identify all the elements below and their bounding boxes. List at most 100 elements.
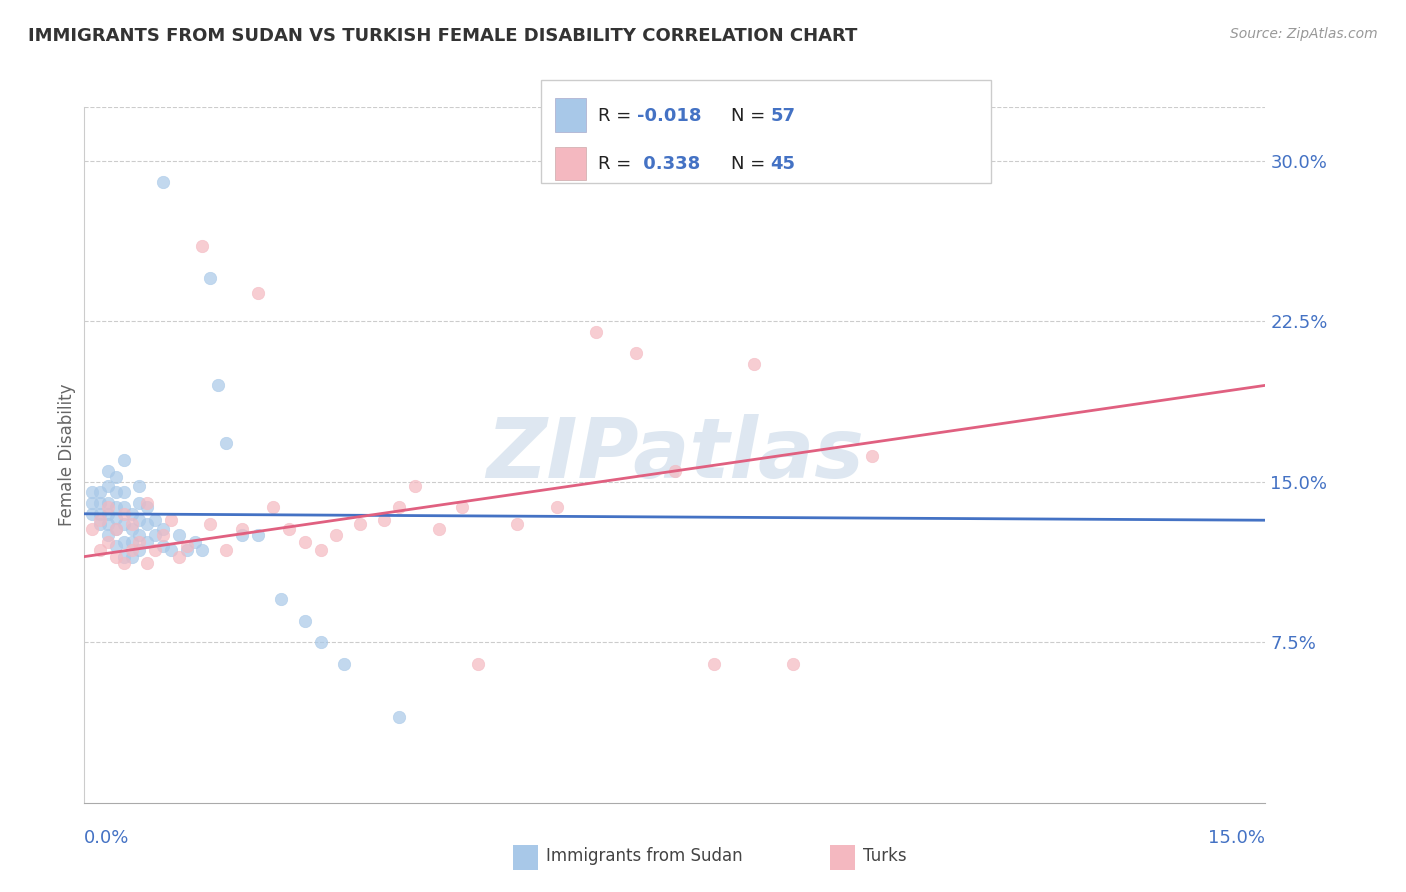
Point [104, 485, 127, 500]
Point [388, 710, 411, 724]
Point [82, 507, 104, 521]
Point [427, 522, 450, 536]
Point [89, 543, 111, 558]
Point [191, 543, 214, 558]
Point [860, 449, 883, 463]
Point [112, 517, 135, 532]
Point [112, 507, 135, 521]
Point [89, 513, 111, 527]
Point [112, 453, 135, 467]
Text: 0.0%: 0.0% [84, 830, 129, 847]
Point [97, 500, 120, 515]
Y-axis label: Female Disability: Female Disability [58, 384, 76, 526]
Text: Turks: Turks [863, 847, 907, 865]
Point [121, 507, 143, 521]
Point [112, 500, 135, 515]
Text: 57: 57 [770, 107, 796, 125]
Point [176, 543, 198, 558]
Point [89, 517, 111, 532]
Point [160, 513, 183, 527]
Point [152, 175, 174, 189]
Point [152, 528, 174, 542]
Point [121, 549, 143, 564]
Point [467, 657, 489, 671]
Point [388, 500, 411, 515]
Point [349, 517, 371, 532]
Text: 0.338: 0.338 [637, 155, 700, 173]
Point [703, 657, 725, 671]
Point [97, 534, 120, 549]
Point [782, 657, 804, 671]
Point [624, 346, 647, 360]
Point [546, 500, 568, 515]
Point [89, 485, 111, 500]
Point [112, 549, 135, 564]
Point [104, 549, 127, 564]
Point [506, 517, 529, 532]
Point [82, 485, 104, 500]
Point [215, 543, 238, 558]
Point [121, 522, 143, 536]
Point [128, 513, 150, 527]
Point [231, 522, 253, 536]
Point [128, 496, 150, 510]
Point [104, 539, 127, 553]
Point [246, 286, 269, 301]
Point [136, 496, 159, 510]
Point [89, 507, 111, 521]
Point [121, 517, 143, 532]
Point [207, 378, 229, 392]
Text: N =: N = [731, 155, 770, 173]
Text: IMMIGRANTS FROM SUDAN VS TURKISH FEMALE DISABILITY CORRELATION CHART: IMMIGRANTS FROM SUDAN VS TURKISH FEMALE … [28, 27, 858, 45]
Point [191, 239, 214, 253]
Point [121, 534, 143, 549]
Point [585, 325, 607, 339]
Point [143, 528, 166, 542]
Point [176, 539, 198, 553]
Point [136, 500, 159, 515]
Point [82, 522, 104, 536]
Text: -0.018: -0.018 [637, 107, 702, 125]
Point [97, 464, 120, 478]
Point [278, 522, 301, 536]
Point [215, 436, 238, 450]
Point [82, 496, 104, 510]
Point [200, 517, 222, 532]
Point [309, 635, 332, 649]
Point [270, 592, 292, 607]
Point [152, 539, 174, 553]
Point [152, 522, 174, 536]
Point [404, 479, 426, 493]
Point [200, 271, 222, 285]
Point [183, 534, 205, 549]
Point [112, 556, 135, 570]
Text: R =: R = [598, 107, 637, 125]
Text: 45: 45 [770, 155, 796, 173]
Point [128, 534, 150, 549]
Point [97, 507, 120, 521]
Point [664, 464, 686, 478]
Point [128, 528, 150, 542]
Point [167, 549, 190, 564]
Point [333, 657, 356, 671]
Point [104, 500, 127, 515]
Text: Immigrants from Sudan: Immigrants from Sudan [546, 847, 742, 865]
Text: N =: N = [731, 107, 770, 125]
Point [742, 357, 765, 371]
Point [136, 556, 159, 570]
Text: Source: ZipAtlas.com: Source: ZipAtlas.com [1230, 27, 1378, 41]
Point [97, 479, 120, 493]
Point [325, 528, 347, 542]
Point [97, 528, 120, 542]
Point [262, 500, 284, 515]
Point [112, 534, 135, 549]
Point [104, 511, 127, 525]
Point [167, 528, 190, 542]
Point [128, 543, 150, 558]
Point [294, 534, 316, 549]
Point [294, 614, 316, 628]
Point [136, 517, 159, 532]
Point [231, 528, 253, 542]
Text: R =: R = [598, 155, 637, 173]
Point [128, 479, 150, 493]
